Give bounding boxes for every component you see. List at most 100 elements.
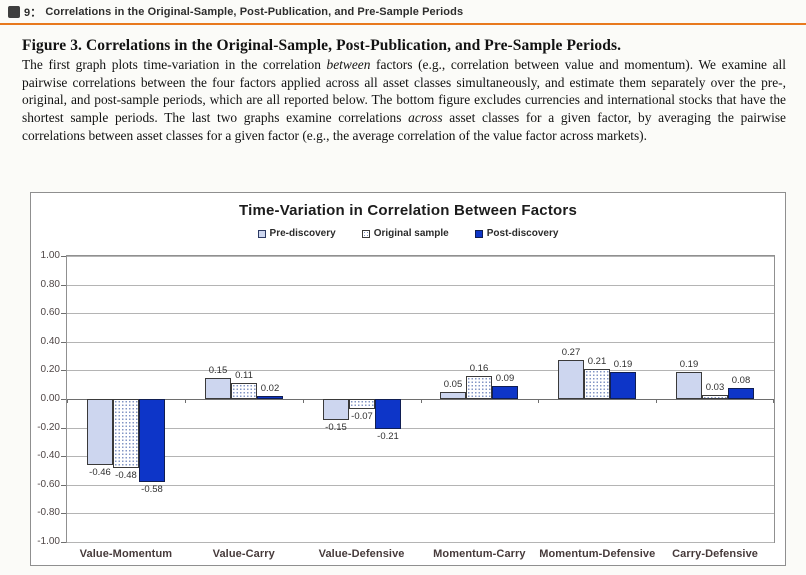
bar-value-label: -0.46 <box>89 467 111 478</box>
y-axis-tick <box>61 370 66 371</box>
category-axis-tick <box>656 399 657 403</box>
y-axis-tick-label: 0.40 <box>40 336 60 347</box>
bar-value-label: 0.19 <box>613 359 633 370</box>
y-axis-tick <box>61 399 66 400</box>
bar-post <box>139 399 165 482</box>
category-axis-tick <box>185 399 186 403</box>
y-axis-tick-label: 0.80 <box>40 279 60 290</box>
bar-chart: Time-Variation in Correlation Between Fa… <box>30 192 786 566</box>
y-axis-tick <box>61 456 66 457</box>
bar-pre <box>676 372 702 399</box>
legend-item: Post-discovery <box>474 228 559 239</box>
y-axis-tick-label: -0.60 <box>37 479 60 490</box>
caption-italic-text: across <box>408 110 443 126</box>
chart-title: Time-Variation in Correlation Between Fa… <box>239 202 577 219</box>
gridline <box>67 542 774 543</box>
caption-body: The first graph plots time-variation in … <box>22 56 786 145</box>
caption-text: factors (e.g., correlation between value… <box>22 57 786 126</box>
y-axis-tick-label: -1.00 <box>37 536 60 547</box>
plot-area: 1.00 0.80 0.60 0.40 0.20 0.00 -0.20 -0.40 -0.60 -… <box>37 251 775 560</box>
zero-axis-line <box>67 399 774 400</box>
y-axis-tick-label: -0.80 <box>37 507 60 518</box>
legend-item: Pre-discovery <box>257 228 336 239</box>
bar-value-label: -0.48 <box>115 470 137 481</box>
bar-pre <box>558 360 584 399</box>
bar-post <box>375 399 401 429</box>
post-legend-swatch-icon <box>474 229 483 238</box>
category-axis-tick <box>67 399 68 403</box>
y-axis-tick <box>61 542 66 543</box>
gridline <box>67 456 774 457</box>
bar-orig <box>349 399 375 409</box>
pre-legend-swatch-icon <box>257 229 266 238</box>
header-title: Correlations in the Original-Sample, Pos… <box>45 6 464 18</box>
gridline <box>67 342 774 343</box>
figure-number: 9： <box>24 7 42 19</box>
bar-post <box>492 386 518 399</box>
legend-label: Original sample <box>373 228 449 239</box>
bar-post <box>610 372 636 399</box>
bar-value-label: 0.09 <box>495 373 515 384</box>
bar-orig <box>113 399 139 468</box>
y-axis-tick-label: 0.60 <box>40 307 60 318</box>
bar-post <box>728 388 754 399</box>
bar-pre <box>323 399 349 420</box>
bar-value-label: -0.58 <box>141 484 163 495</box>
bar-value-label: 0.19 <box>679 359 699 370</box>
category-axis-tick <box>421 399 422 403</box>
gridline <box>67 513 774 514</box>
gridline <box>67 256 774 257</box>
y-axis-tick-label: -0.40 <box>37 450 60 461</box>
category-label: Carry-Defensive <box>672 548 758 560</box>
legend-label: Post-discovery <box>486 228 559 239</box>
chart-legend: Pre-discovery Original sample Post-discove… <box>31 228 785 239</box>
category-axis-tick <box>303 399 304 403</box>
caption-italic-text: between <box>326 57 371 72</box>
y-axis-tick <box>61 342 66 343</box>
bar-value-label: -0.07 <box>351 411 373 422</box>
category-label: Value-Carry <box>212 548 275 560</box>
y-axis-tick <box>61 428 66 429</box>
y-axis-tick <box>61 285 66 286</box>
orig-legend-swatch-icon <box>361 229 370 238</box>
bar-value-label: 0.15 <box>208 365 228 376</box>
bar-value-label: 0.27 <box>561 347 581 358</box>
y-axis-tick-label: 1.00 <box>40 250 60 261</box>
gridline <box>67 428 774 429</box>
caption-text: asset classes for a given factor, by ave… <box>22 110 786 143</box>
category-label: Momentum-Defensive <box>539 548 656 560</box>
bar-value-label: 0.02 <box>260 383 280 394</box>
bar-orig <box>466 376 492 399</box>
bar-pre <box>87 399 113 465</box>
bar-value-label: 0.21 <box>587 356 607 367</box>
figure-caption: Figure 3. Correlations in the Original-S… <box>22 36 786 145</box>
category-axis-tick <box>538 399 539 403</box>
category-label: Momentum-Carry <box>433 548 526 560</box>
bar-orig <box>702 395 728 399</box>
document-header: 图 9： Correlations in the Original-Sample… <box>8 4 463 20</box>
y-axis-tick <box>61 313 66 314</box>
bar-pre <box>440 392 466 399</box>
bar-value-label: 0.11 <box>235 370 253 381</box>
y-axis-tick <box>61 513 66 514</box>
caption-text: The first graph plots time-variation in … <box>22 57 327 72</box>
bar-post <box>257 396 283 399</box>
category-label: Value-Defensive <box>318 548 405 560</box>
y-axis-tick <box>61 485 66 486</box>
legend-item: Original sample <box>361 228 449 239</box>
bar-value-label: -0.15 <box>325 422 347 433</box>
bar-orig <box>584 369 610 399</box>
caption-title: Figure 3. Correlations in the Original-S… <box>22 37 622 54</box>
gridline <box>67 285 774 286</box>
category-axis-tick <box>773 399 774 403</box>
bar-orig <box>231 383 257 399</box>
bar-value-label: 0.05 <box>443 379 463 390</box>
y-axis-tick <box>61 256 66 257</box>
gridline <box>67 313 774 314</box>
figure-glyph-icon: 图 <box>8 6 20 18</box>
bar-value-label: 0.08 <box>731 375 751 386</box>
y-axis-tick-label: 0.00 <box>40 393 60 404</box>
y-axis-tick-label: -0.20 <box>37 422 60 433</box>
gridline <box>67 370 774 371</box>
header-rule <box>0 23 806 25</box>
